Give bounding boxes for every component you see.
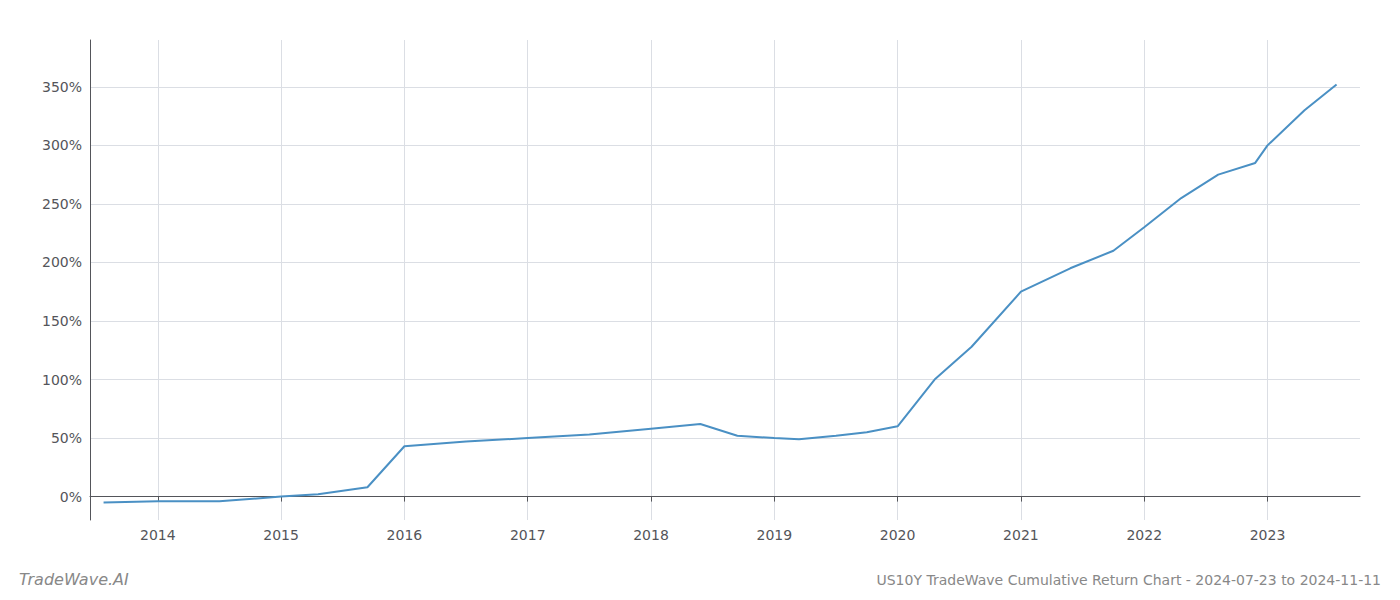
svg-text:2015: 2015 [263,527,299,543]
svg-text:0%: 0% [60,489,82,505]
svg-text:2014: 2014 [140,527,176,543]
svg-text:150%: 150% [42,313,82,329]
svg-text:200%: 200% [42,254,82,270]
svg-text:50%: 50% [51,430,82,446]
svg-text:2018: 2018 [633,527,669,543]
svg-text:2019: 2019 [757,527,793,543]
svg-text:300%: 300% [42,137,82,153]
svg-text:2022: 2022 [1126,527,1162,543]
svg-text:2021: 2021 [1003,527,1039,543]
svg-text:2016: 2016 [387,527,423,543]
svg-text:2017: 2017 [510,527,546,543]
svg-text:US10Y TradeWave Cumulative Ret: US10Y TradeWave Cumulative Return Chart … [876,572,1381,588]
svg-text:100%: 100% [42,372,82,388]
svg-text:250%: 250% [42,196,82,212]
svg-text:350%: 350% [42,79,82,95]
svg-text:TradeWave.AI: TradeWave.AI [19,570,129,589]
svg-text:2023: 2023 [1250,527,1286,543]
svg-text:2020: 2020 [880,527,916,543]
